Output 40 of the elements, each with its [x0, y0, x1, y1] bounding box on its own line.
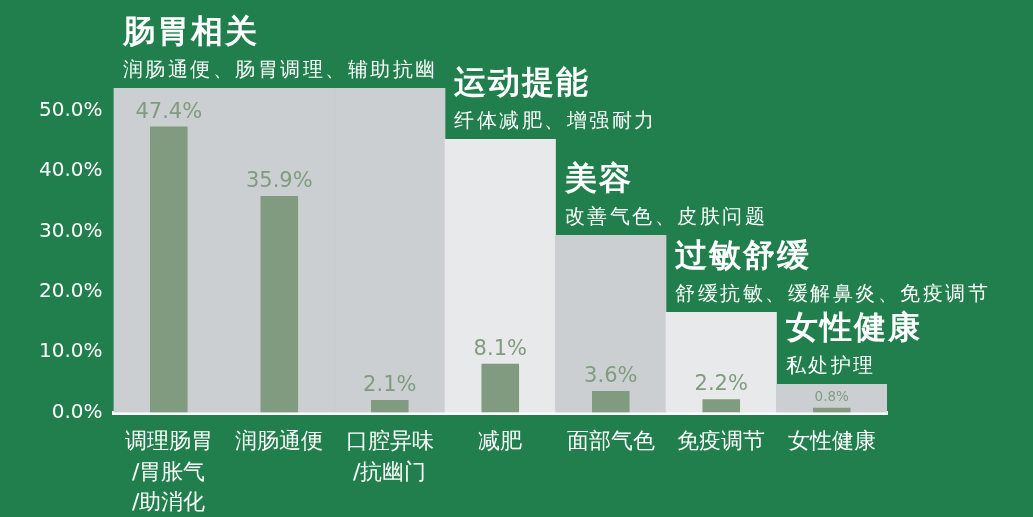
y-tick-label: 10.0% — [38, 338, 103, 363]
annotation: 美容 — [563, 159, 633, 198]
x-tick-label: 女性健康 — [787, 427, 876, 453]
data-label: 8.1% — [473, 335, 527, 360]
bar — [150, 126, 188, 413]
data-label: 35.9% — [245, 167, 313, 192]
y-tick-label: 50.0% — [38, 97, 103, 122]
x-tick-label: 减肥 — [478, 427, 523, 453]
annotation: 过敏舒缓 — [675, 236, 812, 275]
bar — [555, 234, 667, 413]
annotation: 运动提能 — [453, 63, 591, 102]
data-label: 2.1% — [363, 371, 417, 396]
annotation: 肠胃相关 — [121, 12, 259, 50]
annotation: 改善气色、皮肤问题 — [564, 204, 768, 229]
annotation: 纤体减肥、增强耐力 — [454, 108, 657, 133]
bar — [370, 399, 409, 413]
data-label: 47.4% — [135, 98, 203, 123]
bar — [444, 138, 556, 413]
annotation: 女性健康 — [784, 308, 922, 347]
data-label: 0.8% — [814, 387, 850, 404]
x-tick-label: 调理肠胃/胃胀气/助消化 — [124, 427, 213, 515]
data-label: 2.2% — [694, 371, 748, 396]
x-tick-label: 免疫调节 — [677, 427, 766, 453]
y-tick-label: 0.0% — [51, 398, 103, 423]
y-tick-label: 40.0% — [38, 157, 103, 182]
bar — [665, 312, 777, 413]
bar — [776, 383, 887, 413]
data-label: 3.6% — [584, 362, 638, 387]
x-tick-label: 口腔异味/抗幽门 — [345, 427, 434, 484]
annotation: 私处护理 — [785, 353, 876, 378]
y-tick-label: 20.0% — [38, 278, 103, 303]
bar — [591, 390, 630, 413]
annotation: 润肠通便、肠胃调理、辅助抗幽 — [122, 57, 438, 81]
annotation: 舒缓抗敏、缓解鼻炎、免疫调节 — [675, 281, 991, 306]
x-tick-label: 润肠通便 — [235, 427, 324, 453]
bar — [260, 196, 299, 413]
x-tick-label: 面部气色 — [566, 427, 655, 453]
bar — [481, 363, 520, 413]
y-tick-label: 30.0% — [38, 217, 103, 242]
bar — [702, 399, 741, 413]
